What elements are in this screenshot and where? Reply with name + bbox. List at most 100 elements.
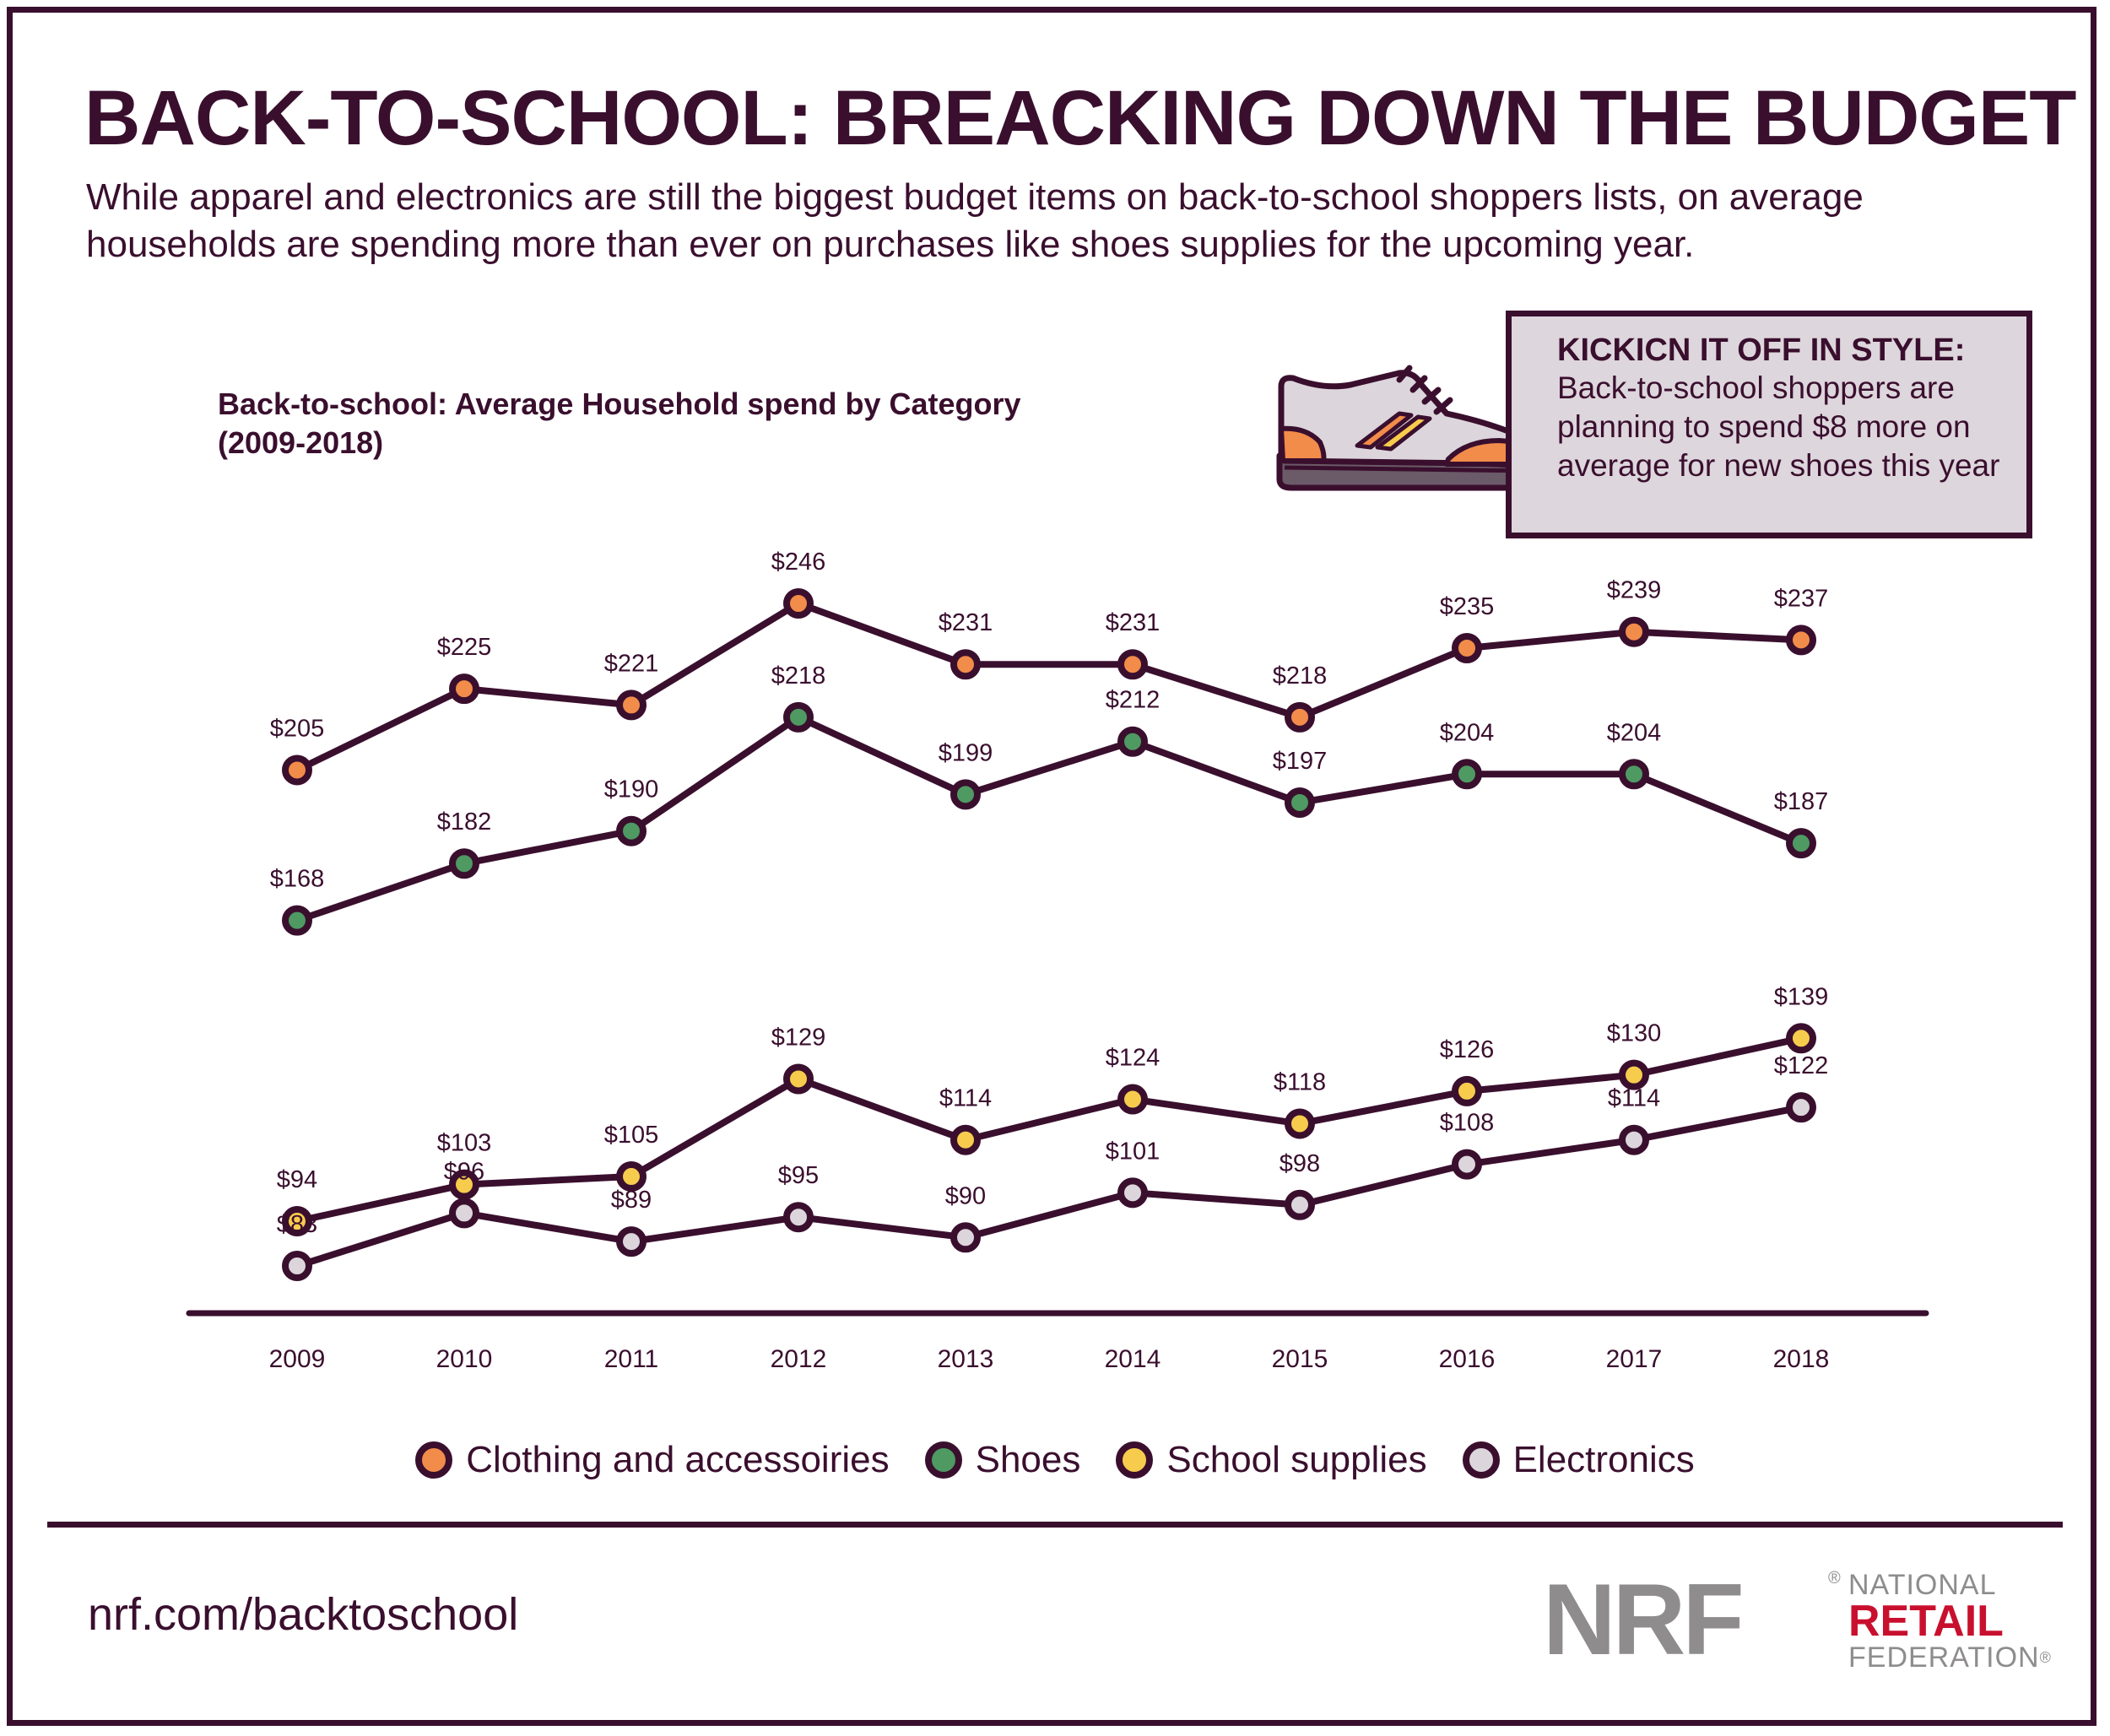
data-label-supplies-2011: $105 [604,1122,659,1149]
data-label-shoes-2017: $204 [1607,719,1662,746]
data-label-clothing-2015: $218 [1273,662,1328,690]
data-label-supplies-2014: $124 [1106,1045,1160,1072]
chart-title: Back-to-school: Average Household spend … [218,385,1146,462]
nrf-logo-retail: RETAIL [1848,1597,2004,1646]
chart-title-line2: (2009-2018) [218,425,384,460]
callout-body: Back-to-school shoppers are planning to … [1557,370,2000,483]
legend-swatch-clothing [415,1441,453,1479]
sneaker-icon [1276,365,1543,491]
series-points [282,588,1816,1281]
point-supplies-2013 [950,1124,981,1155]
data-label-supplies-2013: $114 [939,1085,992,1112]
series-line-electronics [294,1104,1804,1269]
data-label-clothing-2017: $239 [1607,577,1662,604]
point-clothing-2011 [616,690,647,721]
point-shoes-2016 [1452,759,1482,790]
data-label-electronics-2013: $90 [945,1182,986,1209]
point-clothing-2012 [783,588,814,619]
point-supplies-2009 [282,1206,312,1237]
series-line-supplies [294,1035,1804,1225]
point-shoes-2009 [282,905,312,936]
x-tick-2015: 2015 [1272,1345,1328,1373]
point-electronics-2013 [950,1222,981,1253]
point-electronics-2016 [1452,1149,1482,1180]
nrf-logo-federation-mark: ® [2039,1649,2052,1666]
legend-label-clothing: Clothing and accessoiries [466,1439,890,1480]
point-supplies-2014 [1117,1084,1148,1115]
point-supplies-2011 [616,1161,647,1192]
nrf-logo-federation-text: FEDERATION [1848,1641,2040,1674]
legend-item-shoes: Shoes [924,1439,1081,1481]
data-label-clothing-2014: $231 [1106,609,1160,636]
data-label-clothing-2013: $231 [939,609,993,636]
data-label-supplies-2018: $139 [1774,983,1829,1010]
page-subtitle: While apparel and electronics are still … [86,176,1864,265]
point-supplies-2012 [783,1063,814,1095]
legend-label-electronics: Electronics [1512,1439,1695,1480]
point-electronics-2012 [783,1202,814,1233]
point-supplies-2015 [1285,1108,1315,1139]
point-shoes-2011 [616,815,647,846]
point-electronics-2017 [1619,1124,1649,1155]
data-label-clothing-2010: $225 [437,634,492,661]
data-label-electronics-2016: $108 [1440,1110,1495,1137]
legend-swatch-supplies [1116,1441,1154,1479]
data-label-supplies-2015: $118 [1274,1068,1326,1095]
data-labels: $205 $225 $221 $246 $231 $231 $218 $235 $239 $237… [270,549,1829,1238]
page-title: BACK-TO-SCHOOL: BREACKING DOWN THE BUDGE… [84,75,2076,161]
nrf-logo-national: NATIONAL [1848,1569,1997,1601]
point-clothing-2015 [1285,701,1315,733]
data-label-shoes-2014: $212 [1106,687,1160,714]
callout-heading: KICKICN IT OFF IN STYLE: [1557,333,1966,368]
data-label-shoes-2010: $182 [437,809,492,836]
x-tick-2010: 2010 [436,1345,493,1373]
point-clothing-2013 [950,649,981,680]
x-tick-2011: 2011 [604,1345,659,1373]
series-line-clothing [294,600,1804,774]
nrf-logo-federation: FEDERATION® [1848,1643,2052,1672]
data-label-clothing-2012: $246 [771,549,826,576]
legend-label-shoes: Shoes [975,1439,1081,1480]
chart-legend: Clothing and accessoiries Shoes School sup… [0,1435,2110,1485]
point-shoes-2017 [1619,759,1649,790]
footer-url-link[interactable]: nrf.com/backtoschool [88,1589,519,1640]
point-clothing-2017 [1619,616,1649,647]
data-label-clothing-2018: $237 [1774,585,1829,612]
chart-title-line1: Back-to-school: Average Household spend … [218,387,1021,421]
point-electronics-2014 [1117,1177,1148,1209]
legend-swatch-electronics [1462,1441,1500,1479]
point-shoes-2014 [1117,726,1148,757]
legend-item-electronics: Electronics [1462,1439,1695,1481]
footer-divider [47,1522,2063,1528]
data-label-electronics-2011: $89 [611,1187,652,1214]
legend-item-supplies: School supplies [1116,1439,1427,1481]
data-label-electronics-2018: $122 [1774,1052,1829,1079]
x-tick-labels: 2009 2010 2011 2012 2013 2014 2015 2016 2017 2018 [269,1345,1830,1373]
legend-item-clothing: Clothing and accessoiries [415,1439,890,1481]
point-clothing-2016 [1452,632,1482,663]
data-label-clothing-2011: $221 [604,650,659,677]
data-label-supplies-2012: $129 [771,1024,826,1051]
point-clothing-2014 [1117,649,1148,680]
series-line-shoes [294,713,1804,924]
data-label-electronics-2009: $83 [277,1211,317,1238]
data-label-clothing-2016: $235 [1440,593,1495,620]
x-tick-2009: 2009 [269,1345,326,1373]
point-supplies-2017 [1619,1059,1649,1090]
point-shoes-2012 [783,701,814,733]
data-label-electronics-2015: $98 [1280,1150,1320,1177]
point-shoes-2018 [1786,828,1816,859]
x-tick-2012: 2012 [771,1345,827,1373]
legend-label-supplies: School supplies [1166,1439,1427,1480]
point-supplies-2016 [1452,1075,1482,1106]
data-label-shoes-2018: $187 [1774,788,1829,815]
data-label-shoes-2015: $197 [1273,748,1328,775]
point-supplies-2018 [1786,1023,1816,1054]
nrf-logo-letters: NRF [1543,1563,1745,1676]
data-label-electronics-2010: $96 [444,1158,484,1185]
data-label-supplies-2017: $130 [1607,1020,1662,1047]
data-label-clothing-2009: $205 [270,715,325,742]
data-label-supplies-2010: $103 [437,1130,492,1157]
point-shoes-2010 [449,848,479,879]
data-label-shoes-2011: $190 [604,776,659,803]
